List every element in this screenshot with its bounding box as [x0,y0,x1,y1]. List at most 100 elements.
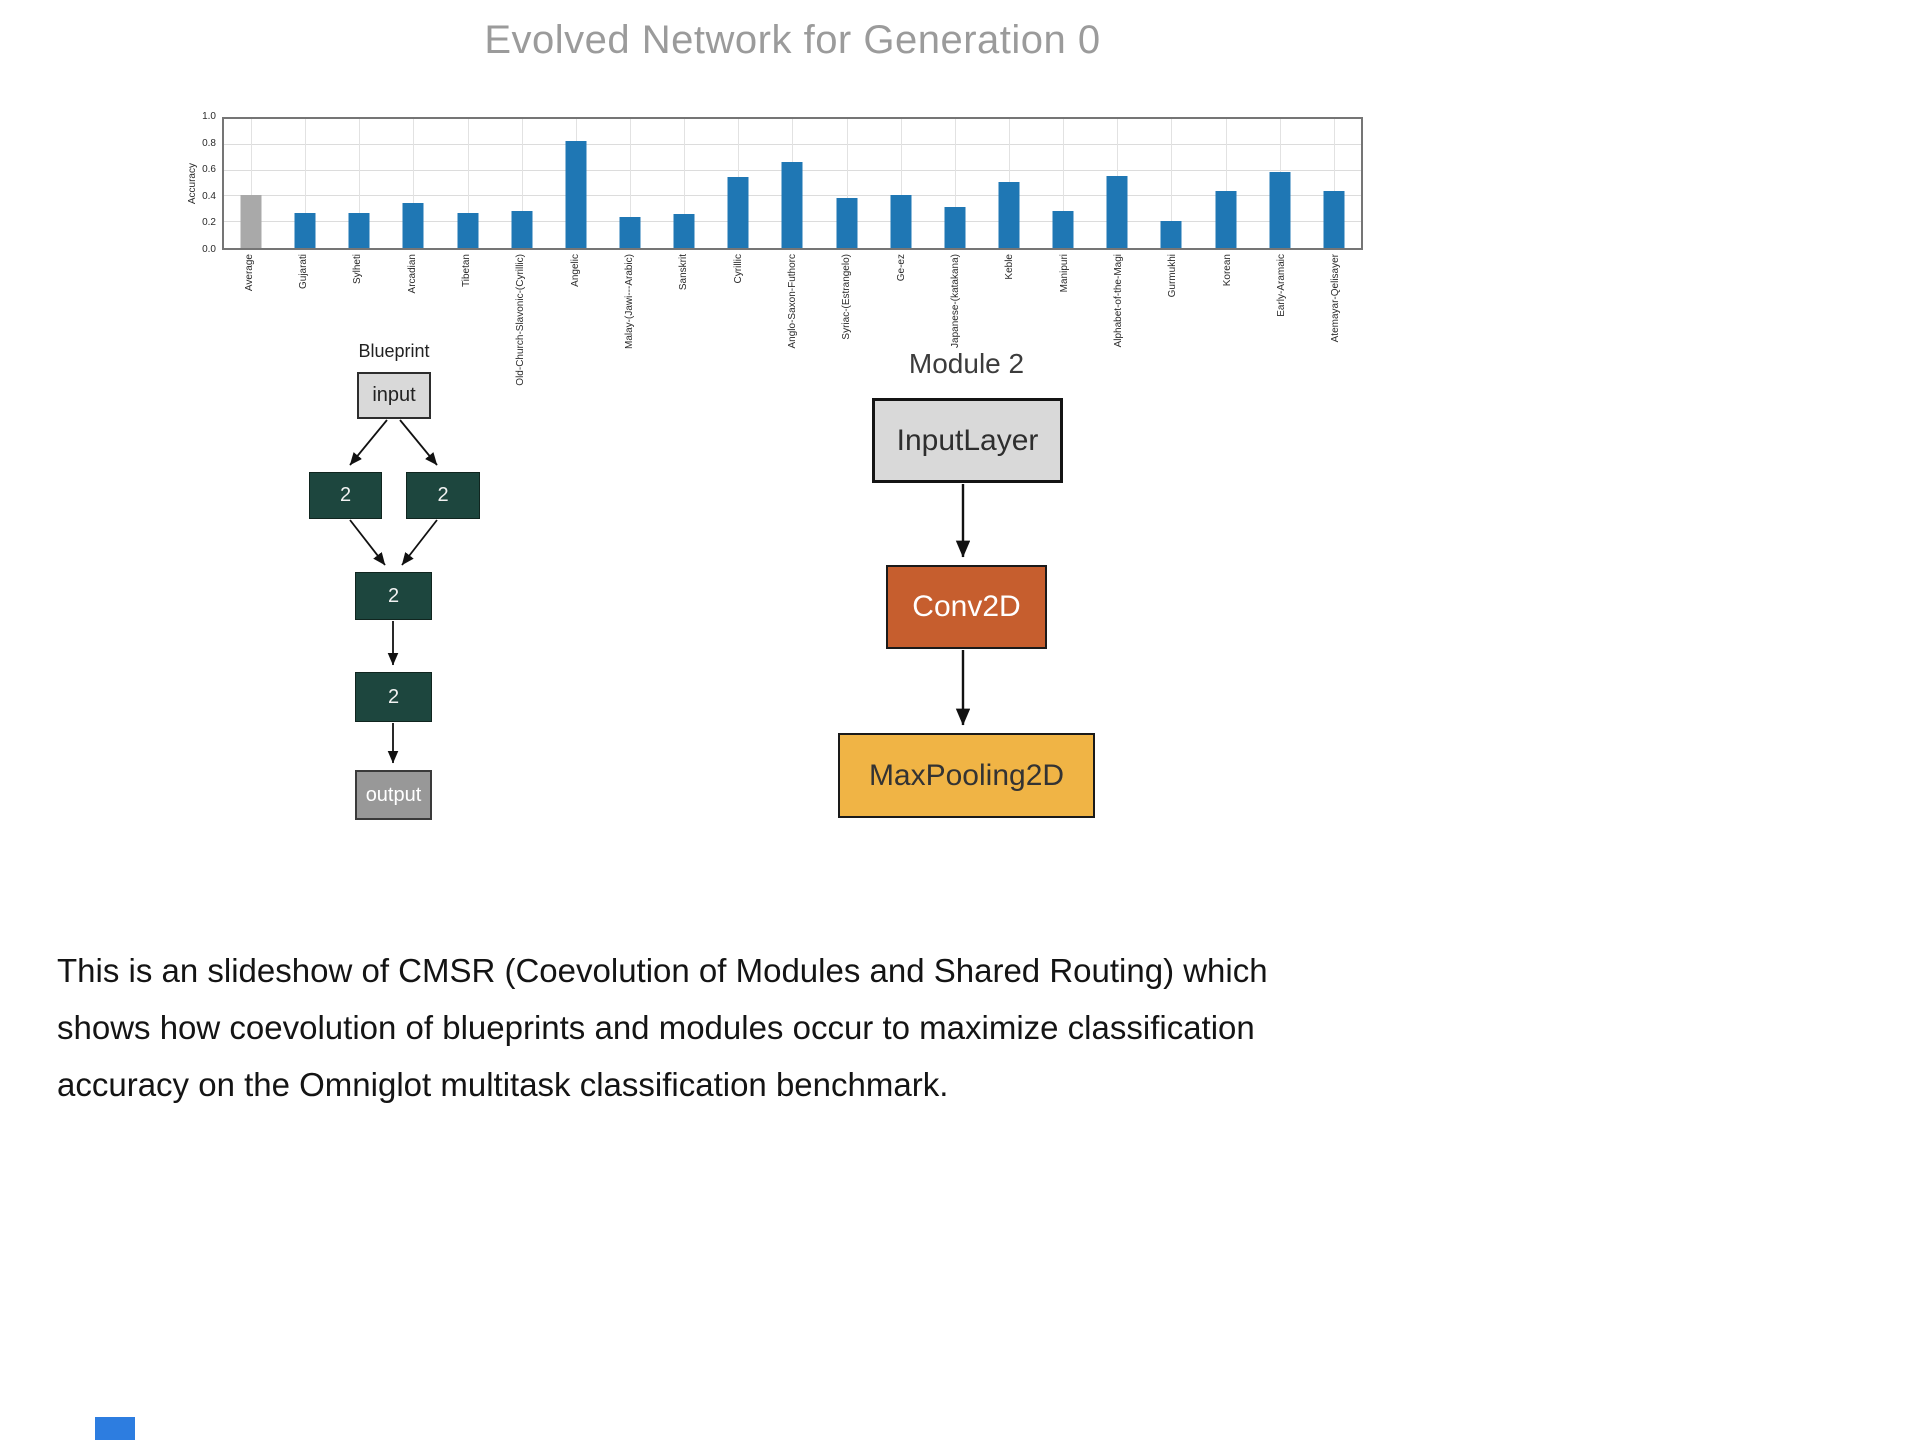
x-tick-label-text: Japanese-(katakana) [949,254,961,348]
blueprint-output-node: output [355,770,432,820]
x-tick-label-text: Korean [1221,254,1233,287]
y-axis-ticks: 0.0 0.2 0.4 0.6 0.8 1.0 [168,111,216,255]
bar-Angelic [565,140,587,248]
blueprint-module-node-a: 2 [309,472,382,519]
bar-Atemayar-Qelisayer [1323,191,1345,248]
bar-slot [224,119,278,248]
bar-slot [1307,119,1361,248]
x-tick-label: Syriac-(Estrangelo) [820,254,874,340]
x-tick-label-text: Anglo-Saxon-Futhorc [786,254,798,349]
blueprint-module-node-b: 2 [406,472,480,519]
x-tick-label: Gurmukhi [1146,254,1200,297]
bar-Tibetan [457,213,479,248]
x-tick-label: Arcadian [385,254,439,293]
bar-slot [1144,119,1198,248]
x-tick-label: Korean [1200,254,1254,286]
slide-caption: This is an slideshow of CMSR (Coevolutio… [57,952,1268,1103]
y-tick-label: 0.6 [202,164,216,176]
blueprint-input-node: input [357,372,431,419]
y-tick-label: 0.2 [202,217,216,229]
gridline [1333,119,1335,248]
bar-Sanskrit [673,214,695,248]
bar-slot [386,119,440,248]
x-tick-label-text: Average [243,254,255,292]
y-tick-label: 0.4 [202,190,216,202]
x-tick-label-text: Atemayar-Qelisayer [1330,254,1342,343]
x-tick-label: Manipuri [1037,254,1091,292]
x-tick-label-text: Keble [1004,254,1016,280]
bar-Syriac-(Estrangelo) [836,197,858,248]
x-tick-label-text: Sanskrit [678,254,690,291]
y-tick-label: 0.8 [202,137,216,149]
x-tick-label-text: Gurmukhi [1167,254,1179,298]
bar-Alphabet-of-the-Magi [1106,175,1128,248]
gridline [521,119,523,248]
module2-maxpooling2d-node: MaxPooling2D [838,733,1095,818]
y-axis-label: Accuracy [186,162,198,205]
bar-Ge-ez [890,195,912,248]
y-tick-label: 1.0 [202,111,216,122]
blueprint-title: Blueprint [358,341,430,361]
bar-slot [1090,119,1144,248]
module2-title: Module 2 [908,348,1025,379]
x-tick-label: Sylheti [331,254,385,284]
gridline [305,119,307,248]
bar-slot [495,119,549,248]
gridline [900,119,902,248]
x-tick-label: Gujarati [276,254,330,289]
bar-slot [928,119,982,248]
gridline [846,119,848,248]
gridline [413,119,415,248]
x-tick-label-text: Old-Church-Slavonic-(Cyrillic) [515,254,527,386]
bar-slot [1036,119,1090,248]
bar-Old-Church-Slavonic-(Cyrillic) [511,210,533,248]
x-tick-label: Ge-ez [874,254,928,281]
bar-slot [332,119,386,248]
module2-conv2d-node: Conv2D [886,565,1047,649]
x-tick-label: Cyrillic [711,254,765,283]
bar-Cyrillic [727,177,749,248]
x-tick-label-text: Manipuri [1058,254,1070,293]
x-tick-label: Atemayar-Qelisayer [1309,254,1363,342]
x-tick-label-text: Cyrillic [732,254,744,284]
x-tick-label: Alphabet-of-the-Magi [1091,254,1145,347]
bar-slot [1253,119,1307,248]
x-tick-label-text: Early-Aramaic [1275,254,1287,317]
x-tick-label: Tibetan [439,254,493,287]
x-tick-label-text: Angelic [569,254,581,287]
x-tick-label: Average [222,254,276,291]
x-tick-label-text: Sylheti [352,254,364,285]
module2-inputlayer-node: InputLayer [872,398,1063,483]
bar-Early-Aramaic [1269,171,1291,248]
bar-slot [603,119,657,248]
x-tick-label-text: Syriac-(Estrangelo) [841,254,853,340]
x-tick-label-text: Arcadian [406,254,418,294]
bar-Sylheti [348,213,370,248]
bar-Anglo-Saxon-Futhorc [781,161,803,248]
bar-slot [711,119,765,248]
bar-slot [765,119,819,248]
x-tick-label: Keble [983,254,1037,280]
bar-slot [874,119,928,248]
bar-Malay-(Jawi---Arabic) [619,217,641,248]
y-tick-label: 0.0 [202,244,216,255]
x-axis-labels: Average Gujarati Sylheti Arcadian Tibetan Old… [222,254,1363,386]
bar-slot [278,119,332,248]
gridline [251,119,253,248]
gridline [1225,119,1227,248]
bar-slot [982,119,1036,248]
x-tick-label: Angelic [548,254,602,287]
bar-Japanese-(katakana) [944,206,966,248]
bar-slot [657,119,711,248]
x-tick-label: Early-Aramaic [1254,254,1308,317]
page-title: Evolved Network for Generation 0 [484,18,1101,62]
bar-Keble [998,182,1020,248]
blueprint-module-node-c: 2 [355,572,432,620]
x-tick-label-text: Ge-ez [895,254,907,282]
bar-Korean [1215,191,1237,248]
gridline [467,119,469,248]
gridline [1063,119,1065,248]
accuracy-bar-chart [222,117,1363,250]
bar-slot [820,119,874,248]
bar-slot [549,119,603,248]
